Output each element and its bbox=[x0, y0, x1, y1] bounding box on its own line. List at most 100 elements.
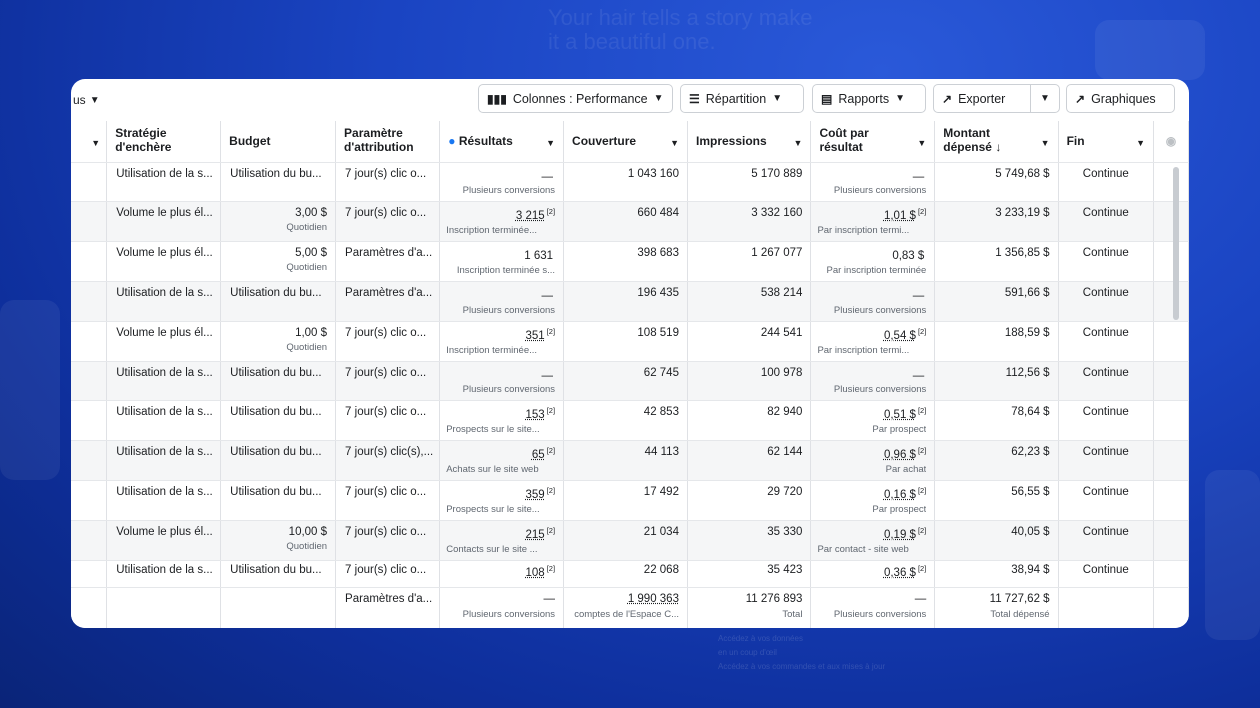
results-cell[interactable]: 359 [2] Prospects sur le site... bbox=[439, 480, 565, 521]
results-cell[interactable]: 65 [2] Achats sur le site web bbox=[439, 440, 565, 482]
attribution-cell[interactable]: Paramètres d'a... bbox=[335, 281, 441, 322]
export-button[interactable]: ↗ Exporter bbox=[933, 84, 1031, 113]
table-row[interactable]: Utilisation de la s... Utilisation du bu.… bbox=[71, 480, 1189, 521]
results-cell[interactable]: — Plusieurs conversions bbox=[439, 361, 565, 402]
strategy-cell[interactable]: Volume le plus él... bbox=[106, 520, 222, 561]
column-header-budget[interactable]: Budget bbox=[220, 121, 337, 163]
table-row[interactable]: Utilisation de la s... Utilisation du bu.… bbox=[71, 281, 1189, 322]
select-column-header[interactable]: ▼ bbox=[71, 121, 108, 163]
table-row[interactable]: Utilisation de la s... Utilisation du bu.… bbox=[71, 400, 1189, 442]
strategy-cell[interactable]: Utilisation de la s... bbox=[106, 480, 222, 521]
export-dropdown-button[interactable]: ▼ bbox=[1030, 84, 1060, 113]
totals-results: — Plusieurs conversions bbox=[439, 587, 565, 628]
results-cell[interactable]: 3 215 [2] Inscription terminée... bbox=[439, 201, 565, 243]
strategy-cell[interactable]: Utilisation de la s... bbox=[106, 400, 222, 442]
breakdown-button[interactable]: ☰ Répartition ▼ bbox=[680, 84, 804, 113]
column-header-reach[interactable]: Couverture ▼ bbox=[563, 121, 688, 163]
row-select-cell[interactable] bbox=[71, 321, 108, 362]
table-row[interactable]: Utilisation de la s... Utilisation du bu.… bbox=[71, 162, 1189, 203]
attribution-cell[interactable]: 7 jour(s) clic o... bbox=[335, 400, 441, 442]
cost-cell[interactable]: 0,36 $ [2] bbox=[810, 560, 936, 588]
row-select-cell[interactable] bbox=[71, 241, 108, 282]
cost-cell[interactable]: 0,96 $ [2] Par achat bbox=[810, 440, 936, 482]
cost-cell[interactable]: 0,83 $ Par inscription terminée bbox=[810, 241, 936, 282]
strategy-cell[interactable]: Volume le plus él... bbox=[106, 241, 222, 282]
column-header-spent[interactable]: Montant dépensé ↓ ▼ bbox=[934, 121, 1059, 163]
row-select-cell[interactable] bbox=[71, 440, 108, 482]
column-header-attribution[interactable]: Paramètre d'attribution bbox=[335, 121, 441, 163]
vertical-scrollbar[interactable] bbox=[1173, 167, 1179, 320]
cost-cell[interactable]: 0,16 $ [2] Par prospect bbox=[810, 480, 936, 521]
cost-cell[interactable]: — Plusieurs conversions bbox=[810, 361, 936, 402]
attribution-cell[interactable]: Paramètres d'a... bbox=[335, 241, 441, 282]
results-cell[interactable]: 108 [2] bbox=[439, 560, 565, 588]
budget-cell[interactable]: Utilisation du bu... bbox=[220, 480, 337, 521]
column-settings[interactable]: ◉ bbox=[1153, 121, 1189, 163]
column-header-end[interactable]: Fin ▼ bbox=[1058, 121, 1155, 163]
strategy-cell[interactable]: Utilisation de la s... bbox=[106, 361, 222, 402]
cost-cell[interactable]: 0,19 $ [2] Par contact - site web bbox=[810, 520, 936, 561]
attribution-cell[interactable]: 7 jour(s) clic o... bbox=[335, 201, 441, 243]
attribution-cell[interactable]: 7 jour(s) clic o... bbox=[335, 162, 441, 203]
column-header-strategy[interactable]: Stratégie d'enchère bbox=[106, 121, 222, 163]
row-select-cell[interactable] bbox=[71, 162, 108, 203]
cost-cell[interactable]: 1,01 $ [2] Par inscription termi... bbox=[810, 201, 936, 243]
table-row[interactable]: Utilisation de la s... Utilisation du bu.… bbox=[71, 361, 1189, 402]
table-row[interactable]: Volume le plus él... 10,00 $ Quotidien 7 jo… bbox=[71, 520, 1189, 561]
results-cell[interactable]: 351 [2] Inscription terminée... bbox=[439, 321, 565, 362]
table-row[interactable]: Volume le plus él... 1,00 $ Quotidien 7 jou… bbox=[71, 321, 1189, 362]
table-row[interactable]: Volume le plus él... 5,00 $ Quotidien Param… bbox=[71, 241, 1189, 282]
table-row[interactable]: Utilisation de la s... Utilisation du bu.… bbox=[71, 440, 1189, 482]
results-cell[interactable]: 215 [2] Contacts sur le site ... bbox=[439, 520, 565, 561]
budget-cell[interactable]: Utilisation du bu... bbox=[220, 560, 337, 588]
strategy-cell[interactable]: Volume le plus él... bbox=[106, 201, 222, 243]
attribution-cell[interactable]: 7 jour(s) clic o... bbox=[335, 361, 441, 402]
row-select-cell[interactable] bbox=[71, 361, 108, 402]
row-select-cell[interactable] bbox=[71, 400, 108, 442]
columns-button[interactable]: ▮▮▮ Colonnes : Performance ▼ bbox=[478, 84, 673, 113]
results-cell[interactable]: — Plusieurs conversions bbox=[439, 281, 565, 322]
strategy-cell[interactable]: Utilisation de la s... bbox=[106, 560, 222, 588]
budget-cell[interactable]: 5,00 $ Quotidien bbox=[220, 241, 337, 282]
strategy-cell[interactable]: Utilisation de la s... bbox=[106, 281, 222, 322]
caret-down-icon: ▼ bbox=[89, 94, 100, 106]
results-cell[interactable]: 153 [2] Prospects sur le site... bbox=[439, 400, 565, 442]
charts-button[interactable]: ↗ Graphiques bbox=[1066, 84, 1175, 113]
results-cell[interactable]: — Plusieurs conversions bbox=[439, 162, 565, 203]
column-header-cost[interactable]: Coût par résultat ▼ bbox=[810, 121, 936, 163]
table-row[interactable]: Volume le plus él... 3,00 $ Quotidien 7 jou… bbox=[71, 201, 1189, 243]
table-row[interactable]: Utilisation de la s... Utilisation du bu.… bbox=[71, 560, 1189, 588]
cost-cell[interactable]: — Plusieurs conversions bbox=[810, 281, 936, 322]
reports-button[interactable]: ▤ Rapports ▼ bbox=[812, 84, 926, 113]
row-select-cell[interactable] bbox=[71, 201, 108, 243]
budget-cell[interactable]: 1,00 $ Quotidien bbox=[220, 321, 337, 362]
strategy-cell[interactable]: Volume le plus él... bbox=[106, 321, 222, 362]
budget-cell[interactable]: Utilisation du bu... bbox=[220, 440, 337, 482]
budget-cell[interactable]: Utilisation du bu... bbox=[220, 361, 337, 402]
budget-cell[interactable]: Utilisation du bu... bbox=[220, 281, 337, 322]
cost-cell[interactable]: — Plusieurs conversions bbox=[810, 162, 936, 203]
attribution-cell[interactable]: 7 jour(s) clic o... bbox=[335, 520, 441, 561]
column-header-impressions[interactable]: Impressions ▼ bbox=[687, 121, 812, 163]
attribution-cell[interactable]: 7 jour(s) clic o... bbox=[335, 480, 441, 521]
cost-cell[interactable]: 0,51 $ [2] Par prospect bbox=[810, 400, 936, 442]
column-header-results[interactable]: ● Résultats ▼ bbox=[439, 121, 565, 163]
attribution-cell[interactable]: 7 jour(s) clic o... bbox=[335, 321, 441, 362]
results-cell[interactable]: 1 631 Inscription terminée s... bbox=[439, 241, 565, 282]
strategy-cell[interactable]: Utilisation de la s... bbox=[106, 162, 222, 203]
row-select-cell[interactable] bbox=[71, 560, 108, 588]
cost-cell[interactable]: 0,54 $ [2] Par inscription termi... bbox=[810, 321, 936, 362]
row-select-cell[interactable] bbox=[71, 281, 108, 322]
budget-cell[interactable]: 10,00 $ Quotidien bbox=[220, 520, 337, 561]
view-selector[interactable]: us ▼ bbox=[73, 93, 100, 107]
budget-cell[interactable]: Utilisation du bu... bbox=[220, 400, 337, 442]
row-select-cell[interactable] bbox=[71, 520, 108, 561]
budget-cell[interactable]: Utilisation du bu... bbox=[220, 162, 337, 203]
spent-cell: 62,23 $ bbox=[934, 440, 1059, 482]
row-select-cell[interactable] bbox=[71, 480, 108, 521]
attribution-cell[interactable]: 7 jour(s) clic(s),... bbox=[335, 440, 441, 482]
attribution-cell[interactable]: 7 jour(s) clic o... bbox=[335, 560, 441, 588]
spent-cell: 40,05 $ bbox=[934, 520, 1059, 561]
budget-cell[interactable]: 3,00 $ Quotidien bbox=[220, 201, 337, 243]
strategy-cell[interactable]: Utilisation de la s... bbox=[106, 440, 222, 482]
